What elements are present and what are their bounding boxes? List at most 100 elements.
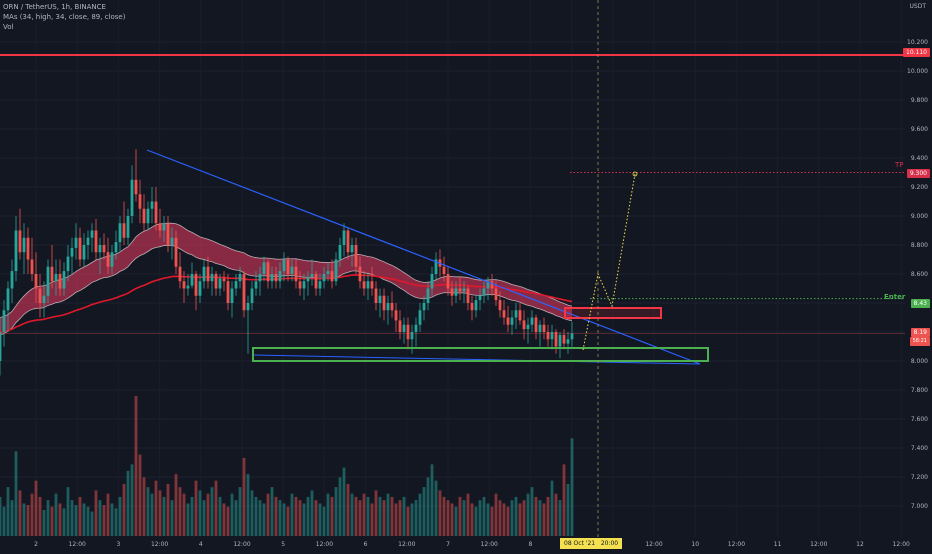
- candle-body: [54, 274, 58, 282]
- time-tick-label: 12:00: [398, 541, 415, 548]
- volume-bar: [318, 503, 322, 536]
- volume-bar: [134, 396, 138, 536]
- candle-body: [290, 266, 294, 274]
- ma-ribbon-segment: [88, 262, 92, 286]
- tp-price-label: 9.300: [906, 169, 930, 178]
- price-tick-label: 9.000: [911, 213, 928, 220]
- ma-ribbon-segment: [16, 300, 20, 323]
- candle-body: [294, 266, 298, 282]
- candle-body: [526, 324, 530, 330]
- volume-bar: [2, 506, 6, 536]
- projection-path: [582, 173, 636, 351]
- volume-bar: [294, 496, 298, 536]
- ma-ribbon-segment: [504, 281, 508, 300]
- candle-body: [74, 237, 78, 248]
- ma-ribbon-segment: [420, 281, 424, 299]
- candle-body: [514, 310, 518, 318]
- ma-ribbon-segment: [244, 252, 248, 275]
- volume-bar: [174, 474, 178, 536]
- candle-body: [38, 288, 42, 303]
- volume-bar: [402, 496, 406, 536]
- ma-ribbon-segment: [416, 280, 420, 299]
- candle-body: [302, 281, 306, 289]
- volume-bar: [538, 500, 542, 536]
- candle-body: [114, 242, 118, 253]
- time-tick-label: 10: [691, 541, 699, 548]
- time-tick-label: 12:00: [728, 541, 745, 548]
- volume-bar: [162, 496, 166, 536]
- volume-bar: [326, 493, 330, 536]
- volume-bar: [298, 500, 302, 536]
- enter-annotation: Enter: [884, 293, 906, 301]
- volume-bar: [442, 496, 446, 536]
- candle-body: [474, 300, 478, 311]
- candle-body: [242, 274, 246, 311]
- volume-bar: [42, 509, 46, 536]
- volume-bar: [354, 496, 358, 536]
- candle-body: [98, 245, 102, 253]
- volume-bar: [130, 464, 134, 536]
- volume-bar: [202, 500, 206, 536]
- candle-body: [14, 230, 18, 272]
- candle-body: [150, 201, 154, 209]
- ma-ribbon-segment: [436, 278, 440, 296]
- time-tick-label: 12:00: [69, 541, 86, 548]
- volume-bar: [158, 490, 162, 536]
- volume-bar: [486, 503, 490, 536]
- candle-body: [190, 274, 194, 286]
- candle-body: [222, 278, 226, 282]
- candle-body: [410, 332, 414, 340]
- volume-bar: [530, 487, 534, 536]
- candle-body: [254, 281, 258, 289]
- volume-bar: [230, 493, 234, 536]
- ma-ribbon-segment: [300, 259, 304, 278]
- ma-ribbon-segment: [364, 255, 368, 274]
- candle-body: [382, 295, 386, 311]
- volume-bar: [58, 503, 62, 536]
- volume-bar: [146, 487, 150, 536]
- candle-body: [370, 281, 374, 289]
- volume-bar: [214, 480, 218, 536]
- volume-bar: [522, 500, 526, 536]
- descending-trend-line: [146, 149, 701, 365]
- candle-body: [310, 274, 314, 277]
- volume-bar: [458, 496, 462, 536]
- ma-ribbon-segment: [508, 282, 512, 301]
- candle-body: [162, 223, 166, 231]
- volume-bar: [182, 493, 186, 536]
- volume-bar: [570, 438, 574, 536]
- volume-bar: [422, 487, 426, 536]
- candle-body: [154, 201, 158, 224]
- candle-body: [122, 223, 126, 238]
- ma-ribbon-segment: [140, 231, 144, 256]
- candle-body: [94, 230, 98, 253]
- price-tick-label: 9.600: [911, 126, 928, 133]
- candle-body: [490, 281, 494, 289]
- candle-body: [442, 266, 446, 274]
- candle-body: [394, 310, 398, 321]
- ma-ribbon-segment: [312, 260, 316, 279]
- candle-body: [562, 334, 566, 344]
- volume-bar: [470, 503, 474, 536]
- ma-ribbon-segment: [368, 256, 372, 275]
- ma-ribbon-segment: [384, 261, 388, 282]
- ma-ribbon-segment: [212, 240, 216, 264]
- ma-34-high-line: [0, 222, 573, 318]
- volume-bar: [258, 500, 262, 536]
- volume-bar: [506, 506, 510, 536]
- volume-bar: [54, 493, 58, 536]
- candle-body: [210, 274, 214, 282]
- candle-body: [2, 310, 6, 332]
- candle-body: [446, 274, 450, 289]
- volume-bar: [534, 496, 538, 536]
- ma-ribbon-segment: [148, 227, 152, 252]
- volume-bar: [0, 496, 2, 536]
- candle-body: [362, 281, 366, 289]
- volume-bar: [194, 480, 198, 536]
- volume-bar: [114, 508, 118, 536]
- ma-ribbon-segment: [256, 257, 260, 277]
- volume-bar: [374, 490, 378, 536]
- candle-body: [226, 281, 230, 303]
